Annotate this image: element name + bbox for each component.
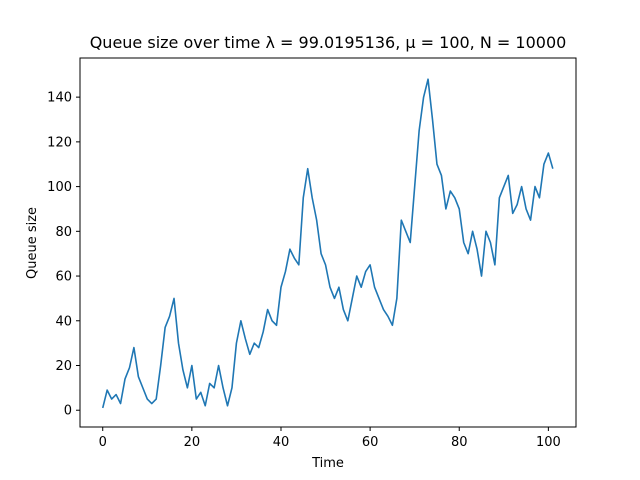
x-tick-label: 20 [184, 435, 201, 450]
axes-frame [79, 57, 577, 428]
axis-ticks: 0 20 40 60 80 100 0 20 40 60 80 100 120 140 [47, 57, 577, 450]
x-tick-label: 100 [536, 435, 561, 450]
chart-title: Queue size over time λ = 99.0195136, μ =… [90, 33, 567, 52]
y-tick-label: 60 [55, 270, 72, 285]
x-tick-label: 80 [451, 435, 468, 450]
series-line-0 [101, 78, 554, 409]
y-tick-label: 100 [47, 180, 72, 195]
y-tick-label: 120 [47, 135, 72, 150]
y-tick-label: 0 [64, 404, 72, 419]
x-tick-label: 40 [273, 435, 290, 450]
y-axis-label: Queue size [25, 207, 40, 279]
x-tick-label: 60 [362, 435, 379, 450]
y-tick-label: 80 [55, 225, 72, 240]
x-tick-label: 0 [99, 435, 107, 450]
y-tick-label: 140 [47, 91, 72, 106]
y-tick-label: 40 [55, 314, 72, 329]
y-tick-label: 20 [55, 359, 72, 374]
plot-area [101, 78, 554, 409]
x-axis-label: Time [311, 456, 344, 471]
